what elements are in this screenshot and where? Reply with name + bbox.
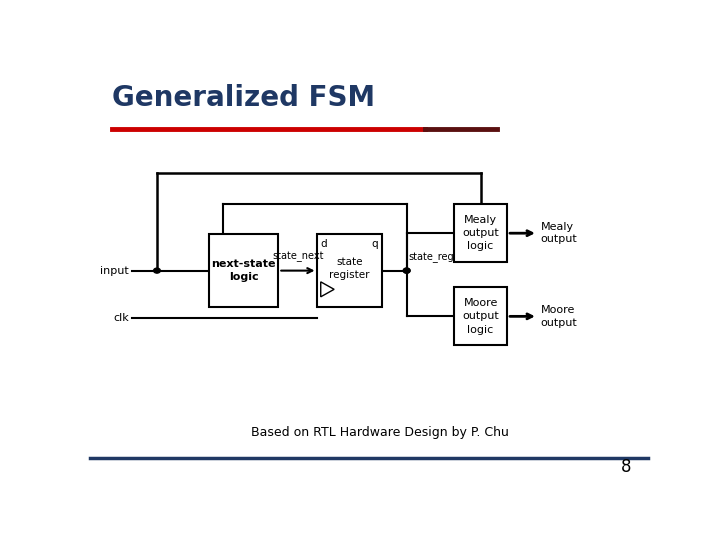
Text: Moore
output
logic: Moore output logic — [462, 298, 499, 335]
Text: d: d — [320, 239, 328, 249]
Text: state_reg: state_reg — [408, 253, 454, 263]
Text: state
register: state register — [329, 257, 370, 280]
Bar — [454, 287, 507, 346]
Text: Mealy
output
logic: Mealy output logic — [462, 215, 499, 252]
Bar — [318, 234, 382, 307]
Circle shape — [403, 268, 410, 273]
Bar — [454, 204, 507, 262]
Text: 8: 8 — [621, 458, 631, 476]
Polygon shape — [320, 282, 334, 297]
Text: Moore
output: Moore output — [541, 305, 577, 328]
Text: Based on RTL Hardware Design by P. Chu: Based on RTL Hardware Design by P. Chu — [251, 426, 508, 439]
Text: input: input — [100, 266, 129, 275]
Text: q: q — [372, 239, 378, 249]
Circle shape — [403, 268, 410, 273]
Text: clk: clk — [113, 313, 129, 323]
Text: Generalized FSM: Generalized FSM — [112, 84, 375, 112]
Text: state_next: state_next — [272, 252, 323, 262]
Circle shape — [153, 268, 161, 273]
Bar — [209, 234, 279, 307]
Text: next-state
logic: next-state logic — [211, 259, 276, 282]
Text: Mealy
output: Mealy output — [541, 222, 577, 245]
